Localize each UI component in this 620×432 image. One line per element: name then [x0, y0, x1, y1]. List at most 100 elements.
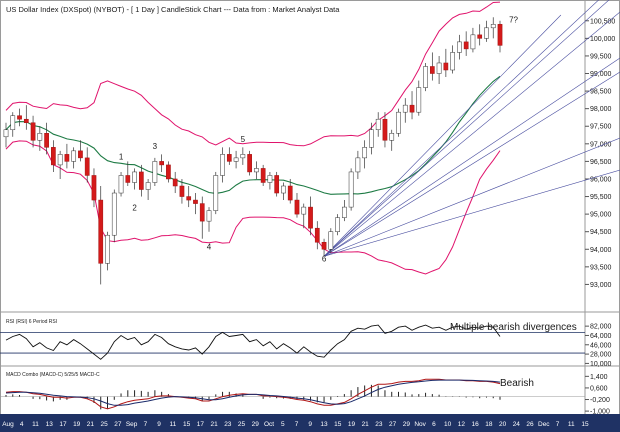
x-axis-label: 15 — [183, 421, 191, 428]
candle-body — [335, 217, 340, 232]
fan-line — [323, 0, 610, 257]
candle-body — [57, 154, 63, 166]
price-tick-label: 97,500 — [590, 124, 612, 131]
macd-tick-label: 0,600 — [590, 385, 608, 392]
fan-line — [323, 14, 562, 257]
candle-body — [436, 62, 442, 74]
x-axis-label: 17 — [59, 421, 67, 428]
candle-body — [375, 118, 381, 131]
candle-body — [145, 182, 151, 190]
x-axis-label: 21 — [210, 421, 218, 428]
price-tick-label: 100,500 — [590, 18, 615, 25]
wave-label: 1 — [119, 153, 124, 162]
rsi-tick-label: 82,000 — [590, 324, 612, 331]
candle-body — [463, 41, 469, 50]
candle-body — [98, 199, 104, 264]
candle-body — [71, 150, 77, 162]
macd-bearish-note: Bearish — [500, 378, 534, 389]
macd-tick-label: -1,000 — [590, 409, 610, 416]
x-axis-label: 21 — [87, 421, 95, 428]
x-axis-label: 25 — [238, 421, 246, 428]
macd-tick-label: 1,400 — [590, 374, 608, 381]
candle-body — [389, 133, 395, 141]
rsi-tick-label: 46,000 — [590, 342, 612, 349]
candle-body — [470, 34, 476, 50]
candle-body — [166, 164, 171, 180]
candle-body — [23, 118, 29, 123]
x-axis-label: Nov — [414, 421, 426, 428]
rsi-tick-label: 64,000 — [590, 333, 612, 340]
candle-body — [152, 161, 158, 183]
candle-body — [490, 24, 496, 29]
price-axis-ticks: 100,500 100,000 99,500 99,000 98,500 98,000 97… — [585, 18, 615, 289]
price-tick-label: 98,500 — [590, 89, 612, 96]
price-tick-label: 95,000 — [590, 212, 612, 219]
candle-body — [78, 150, 83, 159]
candle-body — [369, 129, 374, 148]
candle-body — [233, 157, 239, 162]
fan-lines — [323, 0, 620, 257]
x-axis-label: 23 — [224, 421, 232, 428]
candlesticks — [3, 17, 503, 285]
macd-panel-label: MACD Combo (MACD-C) 5/25/5 MACD-C — [6, 372, 100, 378]
x-axis-label: 27 — [114, 421, 122, 428]
candle-body — [84, 157, 90, 176]
candle-body — [132, 171, 137, 183]
price-tick-label: 96,000 — [590, 176, 612, 183]
price-tick-label: 99,500 — [590, 53, 612, 60]
candle-body — [138, 171, 144, 190]
x-axis-label: Sep — [126, 421, 138, 428]
wave-label: 5 — [241, 135, 246, 144]
fan-line — [323, 11, 620, 257]
candle-body — [206, 210, 212, 222]
x-axis-label: 29 — [403, 421, 411, 428]
price-tick-label: 94,000 — [590, 247, 612, 254]
x-axis-label: 16 — [471, 421, 479, 428]
x-axis-label: 29 — [252, 421, 260, 428]
macd-tick-label: -0,200 — [590, 397, 610, 404]
x-axis-label: 7 — [144, 421, 148, 428]
x-axis-label: 21 — [362, 421, 370, 428]
x-axis-label: Dec — [538, 421, 550, 428]
candle-body — [281, 185, 286, 194]
candle-body — [382, 118, 388, 141]
macd-axis-ticks: 1,400 0,600 -0,200 -1,000 — [585, 374, 610, 416]
candle-body — [402, 104, 408, 113]
price-tick-label: 100,000 — [590, 36, 615, 43]
candle-body — [10, 115, 16, 131]
price-tick-label: 93,500 — [590, 264, 612, 271]
candle-body — [199, 203, 205, 222]
x-axis-label: 26 — [526, 421, 534, 428]
x-axis-label: 11 — [169, 421, 176, 428]
candle-body — [37, 133, 43, 141]
candle-body — [321, 241, 327, 250]
candle-body — [308, 206, 313, 229]
candle-body — [301, 206, 307, 215]
macd-series — [0, 378, 585, 410]
price-tick-label: 97,000 — [590, 141, 612, 148]
rsi-panel-label: RSI (RSI) 6 Period RSI — [6, 319, 57, 325]
candle-body — [247, 154, 252, 173]
candle-body — [186, 196, 192, 201]
bollinger-upper — [5, 1, 501, 147]
wave-annotations: 1 2 3 4 5 6 7? — [119, 16, 519, 264]
rsi-line — [5, 324, 501, 360]
candle-body — [213, 175, 219, 211]
x-axis-label: Aug — [2, 421, 14, 428]
x-axis-label: 13 — [320, 421, 328, 428]
candle-body — [416, 87, 422, 113]
x-axis-label: 10 — [444, 421, 452, 428]
x-axis-label: Oct — [264, 421, 274, 428]
fan-line — [323, 169, 620, 257]
x-axis-label: 12 — [458, 421, 466, 428]
candle-body — [450, 52, 455, 71]
candle-body — [105, 234, 110, 264]
candle-body — [179, 185, 185, 197]
candle-body — [396, 111, 401, 134]
x-axis-label: 23 — [375, 421, 383, 428]
bollinger-lower — [5, 140, 501, 275]
price-tick-label: 94,500 — [590, 229, 612, 236]
macd-signal-line — [5, 379, 501, 406]
candle-body — [429, 66, 435, 74]
candle-body — [159, 161, 164, 166]
